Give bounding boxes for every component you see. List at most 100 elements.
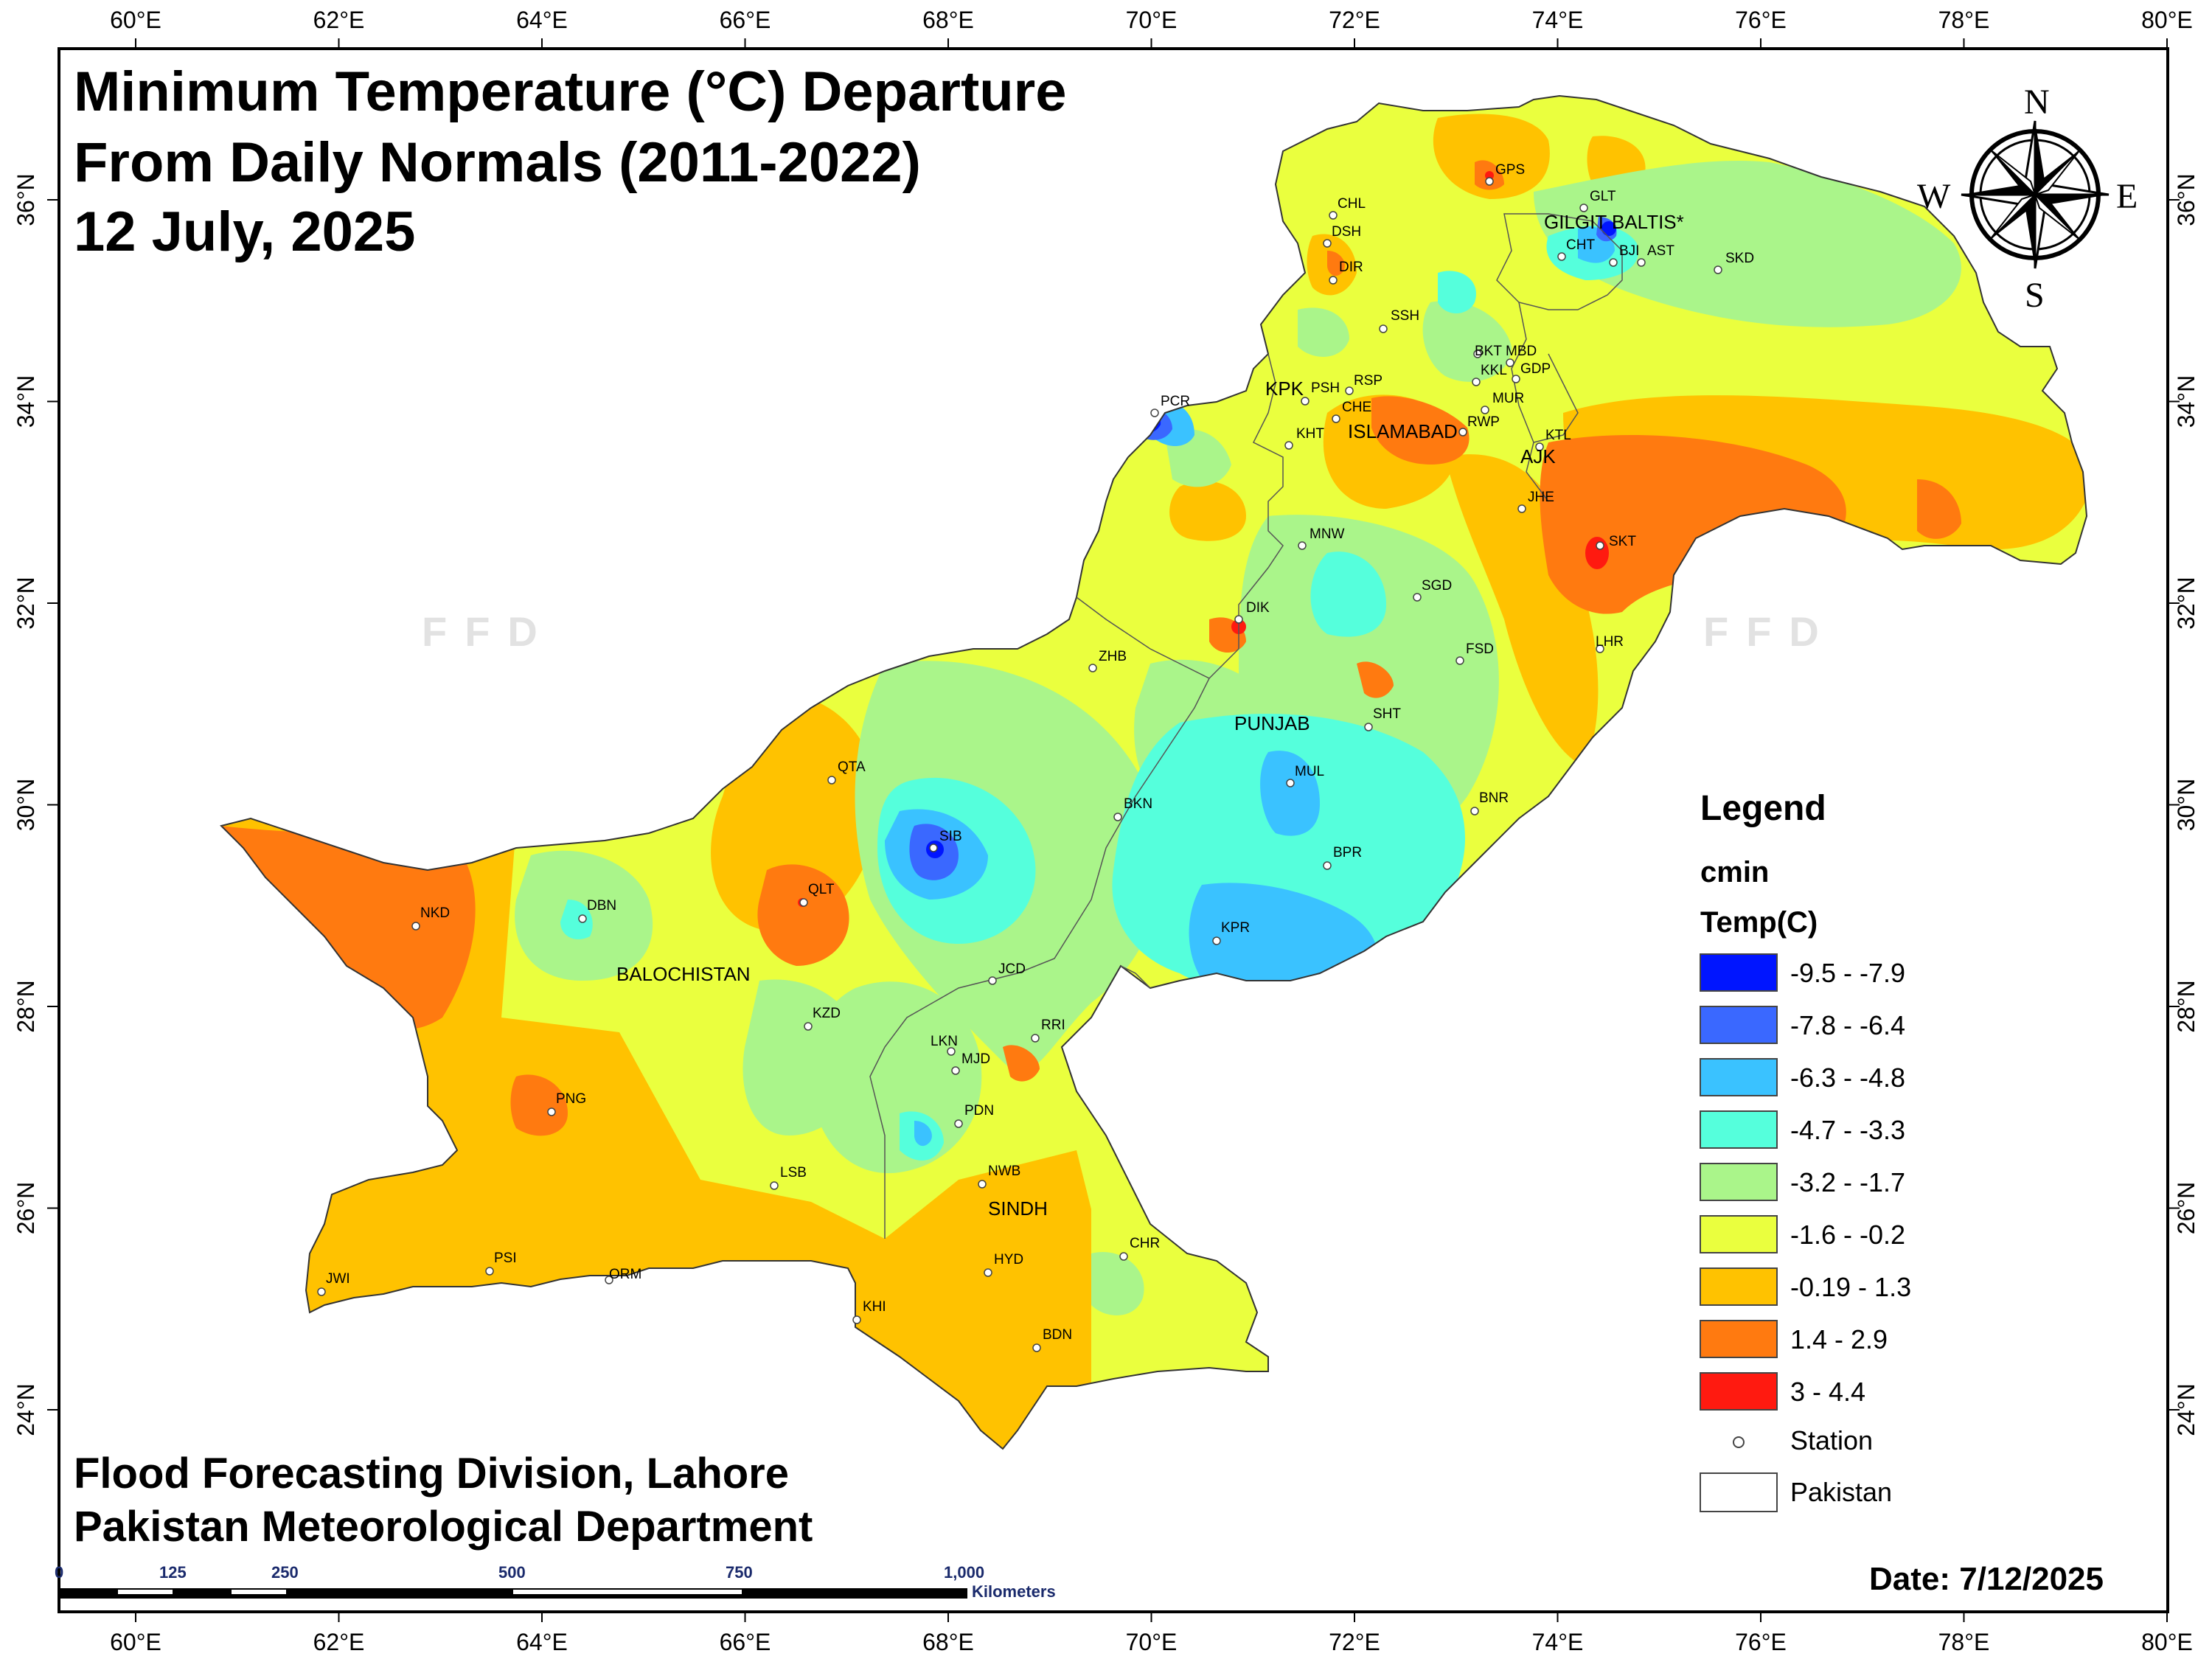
longitude-tick-label: 70°E — [1126, 7, 1178, 33]
station-marker: QLT — [799, 882, 835, 907]
svg-text:BKT: BKT — [1475, 344, 1502, 359]
legend-class-label: -6.3 - -4.8 — [1790, 1062, 1905, 1093]
region-punjab: PUNJAB — [1234, 712, 1310, 734]
longitude-tick-label: 80°E — [2141, 1629, 2193, 1655]
footer-line-1: Flood Forecasting Division, Lahore — [74, 1450, 789, 1498]
legend-class-label: -0.19 - 1.3 — [1790, 1272, 1911, 1302]
svg-text:SIB: SIB — [939, 829, 962, 844]
legend-heading: Legend — [1700, 789, 1826, 828]
station-marker: RWP — [1458, 414, 1500, 437]
station-marker: KPR — [1212, 920, 1250, 945]
station-marker: NKD — [411, 905, 450, 931]
station-marker: LKN — [931, 1034, 958, 1056]
svg-text:NKD: NKD — [420, 905, 450, 921]
legend-swatch — [1700, 1215, 1778, 1253]
longitude-tick-label: 76°E — [1735, 1629, 1787, 1655]
longitude-tick-label: 72°E — [1329, 1629, 1380, 1655]
svg-text:DBN: DBN — [587, 898, 616, 914]
station-marker: SIB — [929, 829, 962, 852]
svg-text:BDN: BDN — [1043, 1327, 1072, 1343]
longitude-tick-label: 78°E — [1938, 1629, 1990, 1655]
scale-tick-1000: 1,000 — [944, 1563, 984, 1582]
station-marker: RRI — [1031, 1018, 1065, 1043]
compass-n: N — [2024, 83, 2050, 122]
longitude-tick-label: 64°E — [516, 7, 568, 33]
watermark-left: FFD — [422, 608, 555, 655]
svg-text:QTA: QTA — [838, 759, 866, 775]
svg-text:KPR: KPR — [1221, 920, 1250, 936]
station-marker: PSH — [1301, 380, 1340, 406]
longitude-tick-label: 70°E — [1126, 1629, 1178, 1655]
longitude-tick-label: 78°E — [1938, 7, 1990, 33]
svg-text:GPS: GPS — [1495, 162, 1525, 178]
station-marker: BPR — [1323, 845, 1362, 870]
latitude-tick-label: 24°N — [2173, 1383, 2199, 1436]
station-marker: KHI — [852, 1299, 886, 1324]
station-marker: PSI — [485, 1251, 517, 1276]
watermark-right: FFD — [1703, 608, 1837, 655]
svg-text:JCD: JCD — [998, 961, 1026, 977]
svg-text:KHI: KHI — [863, 1299, 886, 1315]
svg-text:CHL: CHL — [1338, 196, 1366, 212]
svg-text:MUL: MUL — [1295, 764, 1324, 779]
legend-class-label: -4.7 - -3.3 — [1790, 1115, 1905, 1145]
legend-station-label: Station — [1790, 1425, 1873, 1455]
station-marker: QTA — [827, 759, 866, 785]
compass-w: W — [1917, 177, 1951, 216]
latitude-tick-label: 28°N — [2173, 980, 2199, 1033]
svg-text:BKN: BKN — [1124, 796, 1152, 812]
legend-swatch — [1700, 1163, 1778, 1201]
station-marker: NWB — [978, 1164, 1020, 1189]
longitude-tick-label: 72°E — [1329, 7, 1380, 33]
station-marker: PDN — [954, 1103, 994, 1128]
svg-text:CHR: CHR — [1130, 1236, 1160, 1251]
svg-text:MUR: MUR — [1492, 391, 1524, 406]
svg-text:ZHB: ZHB — [1099, 649, 1127, 664]
svg-text:PNG: PNG — [556, 1091, 586, 1107]
station-marker: BKN — [1113, 796, 1152, 821]
svg-text:PCR: PCR — [1161, 394, 1190, 409]
legend-classes: -9.5 - -7.9 -7.8 - -6.4 -6.3 - -4.8 -4.7 - … — [1700, 953, 1911, 1411]
latitude-tick-label: 26°N — [13, 1182, 39, 1235]
station-marker: DSH — [1323, 224, 1361, 248]
svg-text:DIK: DIK — [1246, 600, 1270, 616]
scale-bar: 0 125 250 500 750 1,000 Kilometers — [55, 1563, 1056, 1601]
date-label: Date: 7/12/2025 — [1869, 1561, 2104, 1597]
longitude-tick-label: 66°E — [720, 7, 771, 33]
region-labels: GILGIT BALTIS* KPK ISLAMABAD AJK PUNJAB … — [616, 211, 1684, 1220]
station-marker: JHE — [1517, 490, 1554, 513]
compass-e: E — [2116, 177, 2138, 216]
latitude-tick-label: 32°N — [13, 577, 39, 630]
region-kpk: KPK — [1265, 378, 1304, 400]
longitude-tick-label: 76°E — [1735, 7, 1787, 33]
legend-station-symbol — [1733, 1436, 1745, 1448]
station-marker: GLT — [1579, 189, 1616, 212]
svg-text:SSH: SSH — [1391, 308, 1419, 324]
longitude-tick-label: 74°E — [1532, 1629, 1584, 1655]
graticule: 60°E 60°E 62°E 62°E 64°E 64°E 66°E 66°E 68°E 68°E… — [13, 7, 2199, 1655]
legend-class-label: -3.2 - -1.7 — [1790, 1167, 1905, 1197]
svg-text:KHT: KHT — [1296, 426, 1324, 442]
region-sindh: SINDH — [988, 1197, 1048, 1220]
svg-text:SHT: SHT — [1373, 706, 1401, 722]
scale-tick-750: 750 — [726, 1563, 753, 1582]
station-marker: ORM — [605, 1267, 641, 1284]
station-marker: KTL — [1535, 428, 1571, 451]
scale-tick-125: 125 — [159, 1563, 187, 1582]
map-title-line-3: 12 July, 2025 — [74, 201, 415, 263]
station-marker: MUL — [1286, 764, 1324, 787]
station-marker: HYD — [984, 1252, 1023, 1277]
svg-text:HYD: HYD — [994, 1252, 1023, 1267]
station-marker: AST — [1637, 243, 1674, 267]
longitude-tick-label: 80°E — [2141, 7, 2193, 33]
longitude-tick-label: 62°E — [313, 7, 365, 33]
latitude-tick-label: 34°N — [13, 375, 39, 428]
station-marker: LHR — [1596, 634, 1624, 653]
legend-unit: Temp(C) — [1700, 906, 1818, 939]
svg-text:SGD: SGD — [1422, 578, 1452, 594]
station-marker: GDP — [1512, 361, 1551, 383]
station-marker: DIR — [1329, 260, 1363, 285]
station-marker: SKT — [1596, 534, 1636, 550]
station-marker: GPS — [1485, 162, 1525, 186]
station-marker: MNW — [1298, 526, 1345, 550]
